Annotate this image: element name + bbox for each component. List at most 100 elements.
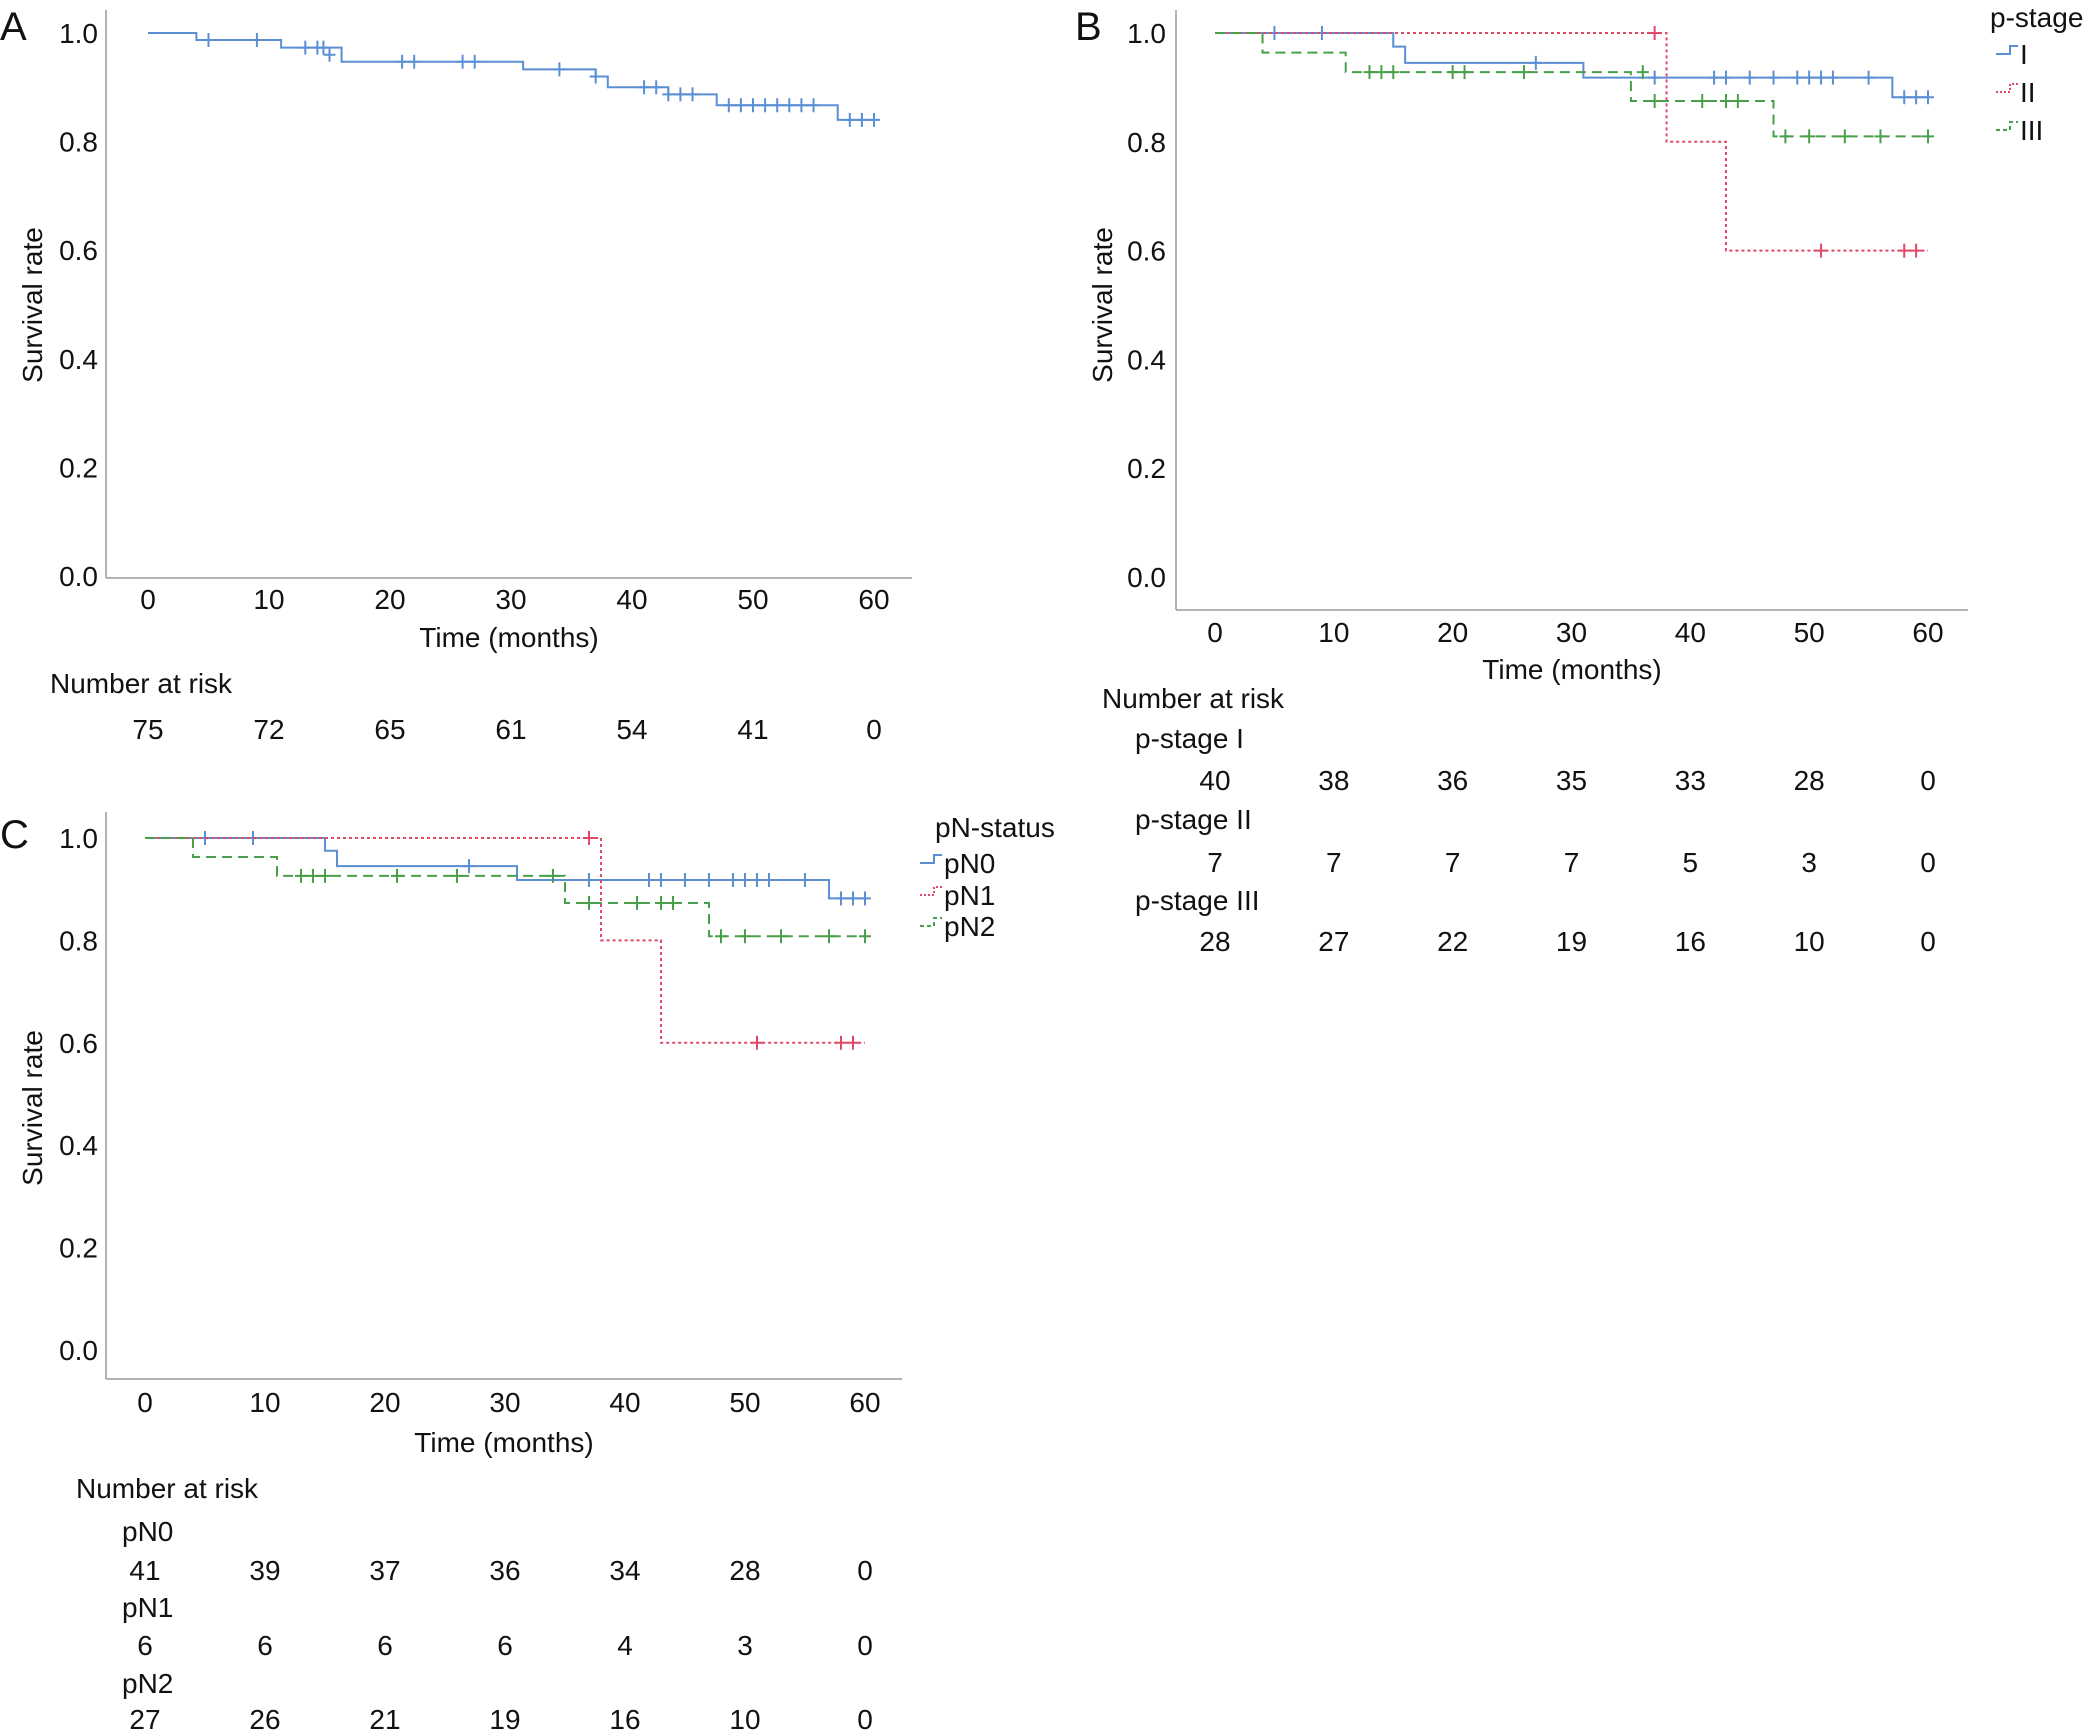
censor-mark [1767, 70, 1780, 85]
panel-letter: A [0, 5, 27, 49]
censor-mark [295, 868, 307, 883]
risk-row-label: p-stage II [1135, 804, 1252, 835]
censor-mark [1922, 90, 1934, 105]
censor-mark [722, 98, 735, 113]
risk-value: 38 [1318, 765, 1349, 796]
risk-value: 27 [129, 1704, 160, 1735]
censor-mark [1898, 90, 1911, 105]
risk-value: 16 [609, 1704, 640, 1735]
risk-row-label: p-stage I [1135, 723, 1244, 754]
censor-mark [408, 54, 421, 69]
y-tick-label: 0.8 [59, 925, 98, 956]
x-tick-label: 0 [140, 584, 156, 615]
risk-value: 28 [729, 1555, 760, 1586]
censor-mark [674, 87, 687, 102]
censor-mark [1517, 65, 1530, 80]
risk-value: 65 [374, 714, 405, 745]
censor-mark [799, 872, 811, 887]
censor-mark [727, 872, 739, 887]
risk-value: 33 [1675, 765, 1706, 796]
censor-mark [715, 929, 727, 944]
y-tick-label: 0.2 [59, 452, 98, 483]
x-tick-label: 20 [369, 1387, 400, 1418]
censor-mark [451, 868, 463, 883]
y-tick-label: 1.0 [59, 823, 98, 854]
x-tick-label: 40 [1675, 617, 1706, 648]
risk-table-title: Number at risk [50, 668, 233, 699]
panel-letter: B [1075, 5, 1102, 49]
x-tick-label: 30 [495, 584, 526, 615]
y-tick-label: 0.8 [1127, 127, 1166, 158]
risk-value: 6 [497, 1630, 513, 1661]
censor-mark [1458, 65, 1471, 80]
censor-mark [1862, 70, 1875, 85]
risk-value: 39 [249, 1555, 280, 1586]
risk-value: 75 [132, 714, 163, 745]
censor-mark [391, 868, 403, 883]
y-axis-title: Survival rate [17, 227, 48, 383]
censor-mark [1922, 129, 1934, 144]
censor-mark [747, 98, 759, 113]
censor-mark [583, 831, 595, 845]
censor-mark [847, 891, 859, 906]
km-curve-ii [1215, 32, 1928, 252]
legend-label: II [2020, 77, 2036, 108]
x-tick-label: 40 [609, 1387, 640, 1418]
risk-value: 10 [729, 1704, 760, 1735]
censor-mark [667, 896, 679, 911]
censor-mark [734, 98, 747, 113]
risk-value: 7 [1564, 847, 1580, 878]
censor-mark [783, 98, 796, 113]
censor-mark [202, 33, 215, 48]
censor-mark [1375, 65, 1388, 80]
censor-mark [1648, 26, 1661, 40]
risk-value: 0 [1920, 765, 1936, 796]
risk-value: 0 [857, 1704, 873, 1735]
risk-value: 54 [616, 714, 647, 745]
x-tick-label: 60 [858, 584, 889, 615]
y-tick-label: 0.2 [59, 1233, 98, 1264]
y-tick-label: 0.4 [1127, 344, 1166, 375]
censor-mark [307, 868, 319, 883]
y-tick-label: 0.4 [59, 1130, 98, 1161]
x-tick-label: 20 [1437, 617, 1468, 648]
censor-mark [823, 929, 835, 944]
km-curve-i [1215, 32, 1928, 99]
censor-mark [396, 54, 409, 69]
x-axis-title: Time (months) [419, 622, 598, 653]
risk-value: 0 [857, 1630, 873, 1661]
censor-mark [1648, 70, 1661, 85]
censor-mark [1838, 129, 1851, 144]
censor-mark [650, 80, 663, 95]
legend-swatch [1996, 121, 2018, 131]
censor-mark [1898, 243, 1911, 258]
risk-value: 27 [1318, 926, 1349, 957]
censor-mark [843, 112, 856, 127]
censor-mark [855, 112, 868, 127]
risk-value: 6 [377, 1630, 393, 1661]
legend-title: pN-status [935, 812, 1055, 843]
risk-value: 26 [249, 1704, 280, 1735]
censor-mark [1743, 70, 1756, 85]
censor-mark [631, 896, 643, 911]
censor-mark [299, 40, 312, 55]
censor-mark [468, 54, 481, 69]
censor-mark [250, 33, 263, 48]
km-curve-pn2 [145, 837, 865, 938]
km-curve-iii [1215, 32, 1928, 138]
censor-mark [1446, 65, 1459, 80]
risk-value: 28 [1794, 765, 1825, 796]
y-tick-label: 0.8 [59, 127, 98, 158]
risk-value: 28 [1199, 926, 1230, 957]
censor-mark [1648, 94, 1661, 108]
y-axis-title: Survival rate [1087, 227, 1118, 383]
risk-value: 22 [1437, 926, 1468, 957]
censor-mark [739, 929, 751, 944]
risk-value: 40 [1199, 765, 1230, 796]
risk-value: 41 [737, 714, 768, 745]
censor-mark [1803, 129, 1816, 144]
risk-row-label: pN1 [122, 1592, 173, 1623]
censor-mark [583, 872, 595, 887]
